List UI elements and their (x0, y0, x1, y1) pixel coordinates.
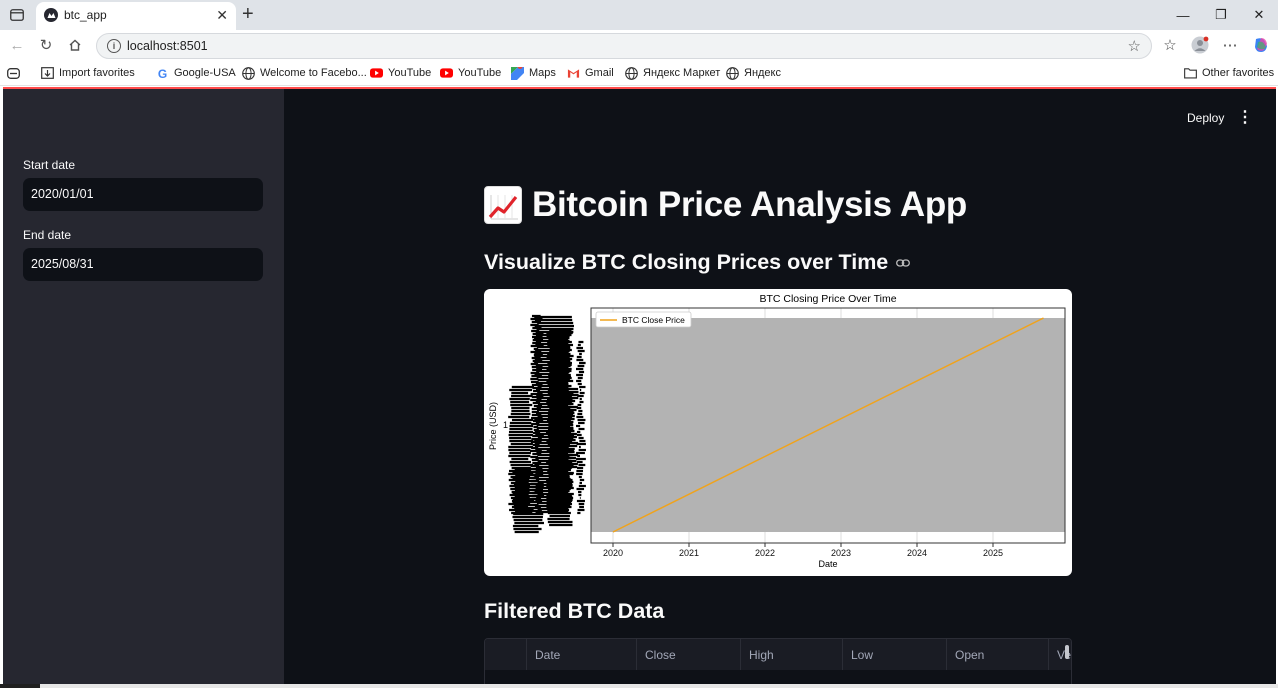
window-controls: — ❐ ✕ (1164, 0, 1278, 30)
bookmark-maps[interactable]: Maps (511, 66, 556, 80)
minimize-icon[interactable]: — (1176, 7, 1190, 23)
google-icon: G (156, 67, 169, 80)
y-tick-label: 1 (503, 420, 508, 430)
globe-icon (625, 66, 638, 80)
page-title: Bitcoin Price Analysis App (484, 185, 967, 225)
favorites-icon[interactable]: ☆ (1163, 37, 1177, 54)
sidebar: Start date 2020/01/01 End date 2025/08/3… (3, 89, 284, 685)
tab-actions-icon[interactable] (6, 5, 28, 25)
legend-label: BTC Close Price (622, 315, 685, 325)
bookmark-label: Other favorites (1202, 67, 1275, 79)
bookmark-youtube-1[interactable]: YouTube (370, 66, 431, 80)
deploy-button[interactable]: Deploy (1187, 111, 1225, 125)
bookmark-label: Welcome to Facebo... (260, 67, 367, 79)
chart-increasing-icon (484, 186, 522, 224)
close-tab-icon[interactable]: ✕ (216, 7, 228, 23)
back-icon[interactable]: ← (9, 36, 25, 54)
browser-tab[interactable]: btc_app ✕ (36, 2, 236, 30)
bookmark-label: YouTube (458, 67, 502, 79)
address-url: localhost:8501 (127, 39, 208, 53)
x-tick-label: 2023 (831, 548, 851, 558)
import-icon (41, 67, 54, 80)
bookmark-label: Яндекс (744, 67, 781, 79)
bookmark-label: Яндекс Маркет (643, 67, 721, 79)
anchor-link-icon[interactable] (896, 255, 911, 270)
bookmark-label: YouTube (388, 67, 432, 79)
start-date-input[interactable]: 2020/01/01 (23, 178, 263, 211)
favorite-star-icon[interactable]: ☆ (1127, 38, 1141, 55)
x-tick-label: 2020 (603, 548, 623, 558)
site-info-icon[interactable]: i (107, 39, 121, 53)
x-tick-label: 2025 (983, 548, 1003, 558)
tab-strip: btc_app ✕ + — ❐ ✕ (0, 0, 1278, 30)
bookmark-yandex[interactable]: Яндекс (726, 66, 781, 80)
address-bar[interactable]: i localhost:8501 ☆ (96, 33, 1152, 59)
bookmark-label: Maps (529, 67, 556, 79)
streamlit-app: Start date 2020/01/01 End date 2025/08/3… (3, 87, 1276, 685)
tab-title: btc_app (64, 8, 107, 22)
x-axis-label: Date (818, 559, 837, 569)
table-column-header[interactable]: Open (947, 639, 1049, 670)
section-heading-visualize: Visualize BTC Closing Prices over Time (484, 250, 911, 275)
table-column-header[interactable]: Close (637, 639, 741, 670)
table-column-header[interactable] (485, 639, 527, 670)
bookmark-yandex-market[interactable]: Яндекс Маркет (625, 66, 720, 80)
chart-title: BTC Closing Price Over Time (759, 293, 896, 305)
chart-svg: 2020 2021 2022 2023 2024 2025 1 BTC Close Price… (488, 293, 1066, 569)
bookmark-label: Gmail (585, 67, 614, 79)
taskbar-edge (0, 684, 1278, 688)
youtube-icon (440, 67, 453, 80)
legend-box (595, 311, 692, 328)
table-header: Date Close High Low Open Ve (485, 639, 1071, 670)
bookmark-label: Import favorites (59, 67, 135, 79)
youtube-icon (370, 67, 383, 80)
close-window-icon[interactable]: ✕ (1253, 7, 1265, 22)
bookmark-youtube-2[interactable]: YouTube (440, 66, 501, 80)
home-icon[interactable] (66, 36, 84, 54)
start-date-label: Start date (23, 158, 76, 172)
section-heading-text: Visualize BTC Closing Prices over Time (484, 250, 889, 274)
bookmark-other-favorites[interactable]: Other favorites (1184, 66, 1274, 80)
browser-toolbar: ← ↻ i localhost:8501 ☆ ☆ ⋯ (0, 30, 1278, 60)
bookmark-google-usa[interactable]: G Google-USA (156, 66, 236, 80)
x-tick-label: 2024 (907, 548, 927, 558)
section-heading-filtered: Filtered BTC Data (484, 599, 665, 623)
plot-frame (590, 307, 1066, 544)
end-date-input[interactable]: 2025/08/31 (23, 248, 263, 281)
restore-icon[interactable]: ❐ (1215, 7, 1227, 22)
btc-chart: 2020 2021 2022 2023 2024 2025 1 BTC Close Price… (484, 289, 1072, 576)
globe-icon (242, 66, 255, 80)
main-menu-icon[interactable]: ⋮ (1237, 109, 1253, 126)
reading-view-icon[interactable] (7, 66, 20, 80)
bookmark-label: Google-USA (174, 67, 236, 79)
data-table[interactable]: Date Close High Low Open Ve (484, 638, 1072, 685)
refresh-icon[interactable]: ↻ (39, 37, 53, 54)
table-scrollbar[interactable] (1065, 645, 1069, 659)
bookmark-facebook[interactable]: Welcome to Facebo... (242, 66, 367, 80)
globe-icon (726, 66, 739, 80)
copilot-icon[interactable] (1250, 35, 1272, 55)
svg-text:G: G (158, 67, 167, 80)
bookmark-import-favorites[interactable]: Import favorites (41, 66, 135, 80)
title-text: Bitcoin Price Analysis App (532, 185, 967, 224)
new-tab-icon[interactable]: + (242, 3, 254, 25)
x-tick-label: 2022 (755, 548, 775, 558)
gmail-icon (567, 67, 580, 80)
table-column-header[interactable]: Low (843, 639, 947, 670)
bookmark-gmail[interactable]: Gmail (567, 66, 614, 80)
table-column-header[interactable]: High (741, 639, 843, 670)
maps-icon (511, 66, 524, 80)
btc-close-price-line (612, 317, 1044, 533)
streamlit-favicon-icon (44, 8, 58, 22)
folder-icon (1184, 67, 1197, 80)
x-tick-label: 2021 (679, 548, 699, 558)
end-date-label: End date (23, 228, 72, 242)
profile-avatar[interactable] (1190, 35, 1210, 55)
bookmarks-bar: Import favorites G Google-USA Welcome to… (0, 60, 1278, 86)
table-column-header[interactable]: Date (527, 639, 637, 670)
more-options-icon[interactable]: ⋯ (1222, 37, 1238, 54)
y-axis-label: Price (USD) (488, 402, 498, 450)
